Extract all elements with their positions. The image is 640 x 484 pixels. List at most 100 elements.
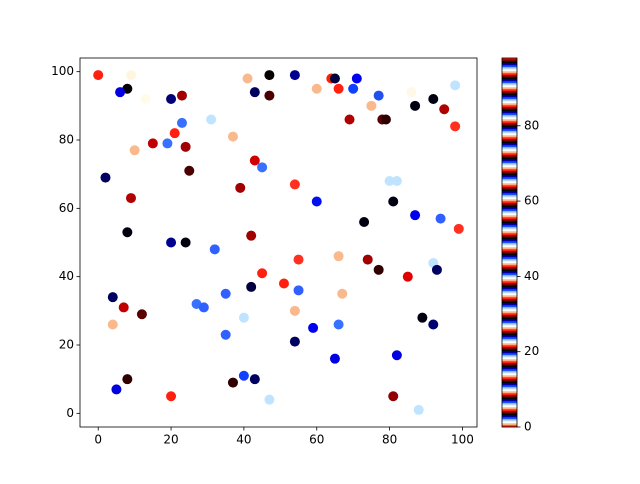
colorbar-stripe bbox=[502, 339, 517, 342]
point bbox=[450, 121, 461, 132]
colorbar-stripe bbox=[502, 77, 517, 80]
colorbar-stripe bbox=[502, 293, 517, 296]
point bbox=[406, 87, 417, 98]
colorbar-stripe bbox=[502, 279, 517, 282]
colorbar-stripe bbox=[502, 69, 517, 72]
colorbar-stripe bbox=[502, 413, 517, 416]
point bbox=[162, 138, 173, 149]
point bbox=[220, 288, 231, 299]
colorbar-stripe bbox=[502, 163, 517, 166]
y-tick-label: 40 bbox=[59, 269, 74, 283]
x-tick-label: 20 bbox=[163, 433, 178, 447]
point bbox=[180, 237, 191, 248]
colorbar-stripe bbox=[502, 287, 517, 290]
point bbox=[366, 100, 377, 111]
colorbar-stripe bbox=[502, 58, 517, 60]
y-tick-label: 60 bbox=[59, 201, 74, 215]
colorbar-stripe bbox=[502, 269, 517, 272]
colorbar-stripe bbox=[502, 187, 517, 190]
point bbox=[293, 254, 304, 265]
colorbar-stripe bbox=[502, 393, 517, 396]
point bbox=[293, 285, 304, 296]
colorbar-stripe bbox=[502, 181, 517, 184]
colorbar-stripe bbox=[502, 63, 517, 66]
point bbox=[373, 264, 384, 275]
colorbar-stripe bbox=[502, 153, 517, 156]
point bbox=[198, 302, 209, 313]
colorbar-stripe bbox=[502, 83, 517, 86]
colorbar-stripe bbox=[502, 381, 517, 384]
colorbar-tick-label: 80 bbox=[524, 118, 539, 132]
colorbar-stripe bbox=[502, 175, 517, 178]
point bbox=[220, 329, 231, 340]
point bbox=[388, 391, 399, 402]
point bbox=[93, 70, 104, 81]
colorbar-stripe bbox=[502, 405, 517, 408]
colorbar-stripe bbox=[502, 323, 517, 326]
colorbar-stripe bbox=[502, 239, 517, 242]
colorbar-stripe bbox=[502, 267, 517, 270]
point bbox=[246, 230, 257, 241]
colorbar-stripe bbox=[502, 101, 517, 104]
colorbar-stripe bbox=[502, 185, 517, 188]
colorbar-stripe bbox=[502, 313, 517, 316]
colorbar-stripe bbox=[502, 107, 517, 110]
point bbox=[413, 404, 424, 415]
x-tick-label: 40 bbox=[236, 433, 251, 447]
colorbar-stripe bbox=[502, 117, 517, 120]
point bbox=[289, 305, 300, 316]
colorbar-stripe bbox=[502, 253, 517, 256]
colorbar-stripe bbox=[502, 191, 517, 194]
colorbar-stripe bbox=[502, 219, 517, 222]
colorbar-stripe bbox=[502, 59, 517, 62]
x-tick-label: 60 bbox=[309, 433, 324, 447]
colorbar-stripe bbox=[502, 243, 517, 246]
point bbox=[391, 350, 402, 361]
y-tick-label: 100 bbox=[51, 64, 74, 78]
colorbar-stripe bbox=[502, 113, 517, 116]
colorbar-stripe bbox=[502, 311, 517, 314]
point bbox=[122, 374, 133, 385]
colorbar-stripe bbox=[502, 99, 517, 102]
colorbar-stripe bbox=[502, 257, 517, 260]
colorbar-stripe bbox=[502, 161, 517, 164]
colorbar-stripe bbox=[502, 391, 517, 394]
point bbox=[311, 196, 322, 207]
point bbox=[333, 83, 344, 94]
colorbar-stripe bbox=[502, 421, 517, 424]
colorbar-stripe bbox=[502, 217, 517, 220]
point bbox=[311, 83, 322, 94]
colorbar-stripe bbox=[502, 331, 517, 334]
colorbar-stripe bbox=[502, 245, 517, 248]
colorbar-stripe bbox=[502, 345, 517, 348]
colorbar-stripe bbox=[502, 261, 517, 264]
colorbar-stripe bbox=[502, 305, 517, 308]
colorbar-stripe bbox=[502, 241, 517, 244]
colorbar-stripe bbox=[502, 325, 517, 328]
point bbox=[100, 172, 111, 183]
x-tick-label: 80 bbox=[382, 433, 397, 447]
colorbar-stripe bbox=[502, 209, 517, 212]
point bbox=[435, 213, 446, 224]
colorbar-stripe bbox=[502, 141, 517, 144]
colorbar-stripe bbox=[502, 65, 517, 68]
point bbox=[333, 319, 344, 330]
point bbox=[417, 312, 428, 323]
colorbar-stripe bbox=[502, 193, 517, 196]
point bbox=[344, 114, 355, 125]
colorbar-stripe bbox=[502, 167, 517, 170]
colorbar-stripe bbox=[502, 103, 517, 106]
colorbar-stripe bbox=[502, 97, 517, 100]
colorbar-frame bbox=[501, 57, 518, 428]
colorbar-stripe bbox=[502, 291, 517, 294]
colorbar-stripe bbox=[502, 401, 517, 404]
y-tick-label: 0 bbox=[66, 406, 74, 420]
colorbar-stripe bbox=[502, 89, 517, 92]
colorbar-stripe bbox=[502, 123, 517, 126]
point bbox=[209, 244, 220, 255]
colorbar-stripe bbox=[502, 273, 517, 276]
colorbar-stripe bbox=[502, 295, 517, 298]
colorbar-stripe bbox=[502, 283, 517, 286]
point bbox=[166, 391, 177, 402]
